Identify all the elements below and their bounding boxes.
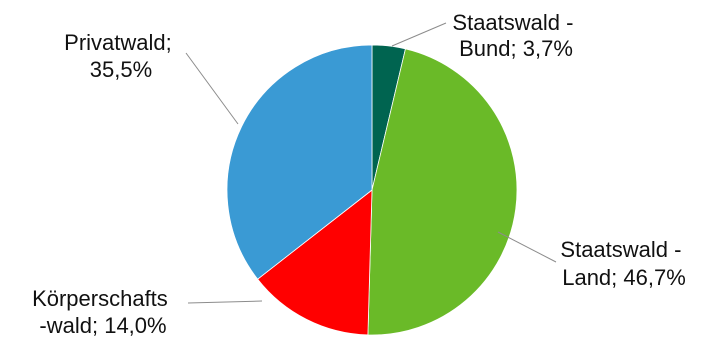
slice-label-staatswald-bund: Staatswald - Bund; 3,7% [452,10,579,61]
leader-lines [185,22,557,304]
pie-slice-staatswald-land [367,48,518,336]
slice-label-staatswald-land: Staatswald - Land; 46,7% [560,237,687,290]
leader-line-staatswald-land [497,231,557,263]
slice-label-privatwald: Privatwald; 35,5% [64,30,178,82]
leader-line-staatswald-bund [391,22,447,47]
pie-slices [226,44,518,336]
leader-line-koerperschaftswald [187,300,263,304]
leader-line-privatwald [185,52,239,125]
slice-labels: Staatswald - Bund; 3,7% Staatswald - Lan… [32,10,687,338]
slice-label-koerperschaftswald: Körperschafts -wald; 14,0% [32,286,174,338]
pie-slice-privatwald [226,44,373,280]
pie-slice-koerperschaftswald [257,189,373,336]
